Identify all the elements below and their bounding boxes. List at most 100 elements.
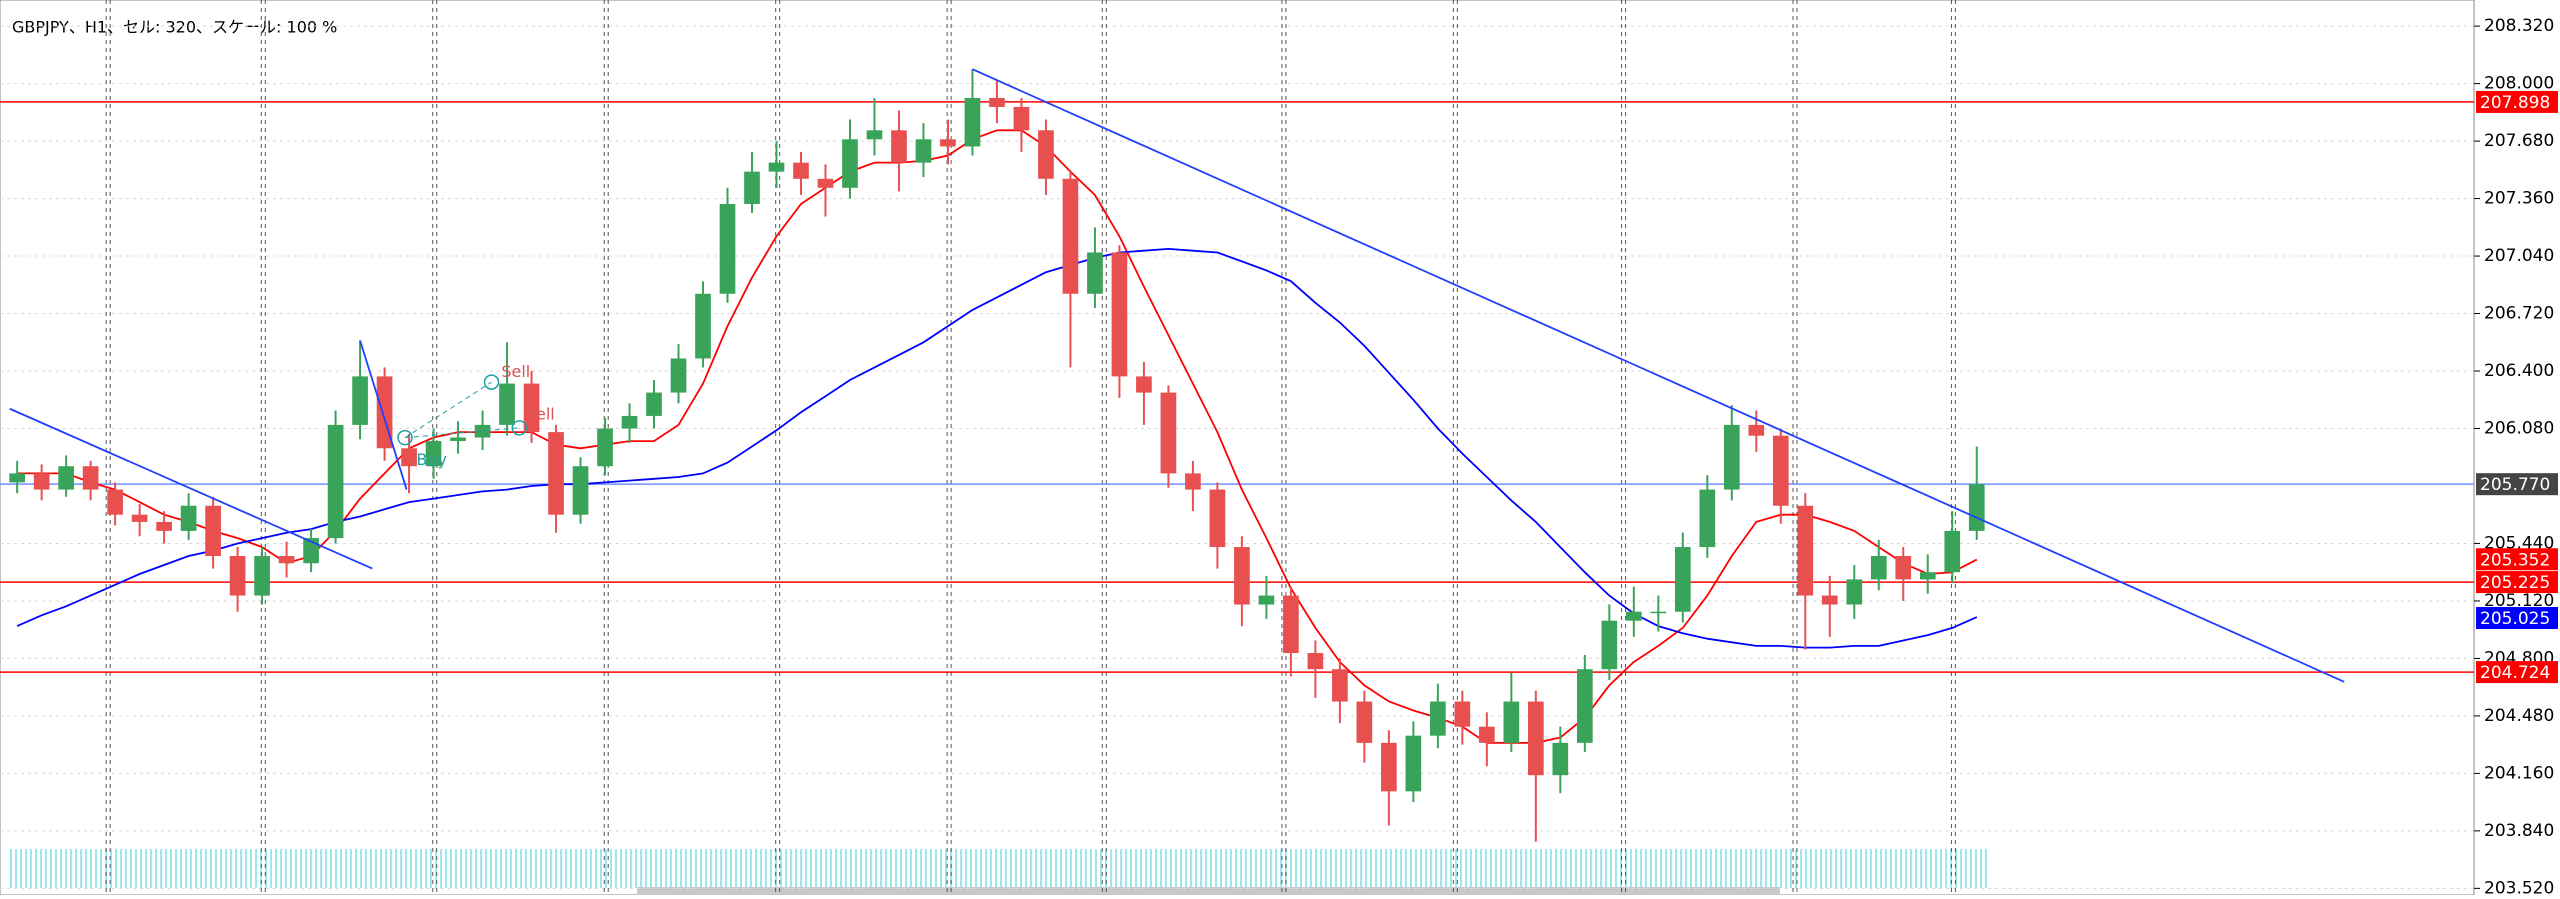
candle-body [572,466,589,515]
candle-body [1405,735,1422,792]
trade-marker [511,420,528,436]
candle-body [82,466,99,490]
candle-body [1895,556,1912,580]
candle-body [180,505,197,531]
candle-body [1552,742,1569,776]
candle-body [1846,579,1863,605]
candle-body [940,139,956,147]
candle-body [254,556,270,596]
candle-body [548,432,564,515]
y-tick-label: 203.520 [2484,878,2554,895]
candle-body [768,162,785,172]
candle-body [33,473,50,490]
price-label-box [2476,661,2558,684]
candle-body [597,428,613,467]
candle-body [719,203,736,294]
candle-body [1013,106,1030,131]
trend-line [972,68,2345,683]
candle-body [1797,505,1814,596]
candle-body [744,171,760,204]
price-label-box [2476,548,2558,571]
trade-connector [404,381,520,439]
plot-frame [0,0,2475,896]
candle-body [1723,424,1740,490]
candle-body [793,162,809,179]
candle-body [1674,547,1691,612]
y-tick-label: 208.320 [2484,16,2554,36]
scrollbar[interactable] [637,887,1780,895]
y-tick-label: 207.680 [2484,131,2554,151]
y-tick-label: 208.000 [2484,74,2554,94]
candle-body [989,97,1005,107]
candle-body [9,473,25,483]
moving-average-line [16,247,1978,649]
candle-body [1087,252,1103,294]
separator-layer [105,0,1956,895]
candle-body [229,556,246,596]
candle-body [1919,572,1936,580]
trend-line [9,407,373,570]
y-tick-label: 203.840 [2484,821,2554,841]
candle-body [278,556,295,564]
candle-body [1601,620,1618,670]
y-tick-label: 206.400 [2484,361,2554,381]
candle-body [1454,701,1471,727]
trend-line [359,340,408,490]
price-label: 205.225 [2480,573,2550,593]
candle-body [1699,489,1716,548]
candle-body [1038,130,1054,179]
candle-body [205,505,221,557]
candle-body [621,415,638,429]
candle-body [425,441,442,467]
candle-body [327,424,344,539]
candle-body [1968,484,1985,531]
candle-body [58,466,74,490]
candle-body [1821,595,1838,605]
trade-annotation: Buy [416,450,447,469]
price-label: 205.352 [2480,550,2550,570]
candle-body [1307,653,1324,670]
candle-body [156,521,172,531]
candle-body [1160,392,1177,474]
level-layer [0,101,2474,673]
candle-body [1258,595,1275,605]
price-label: 207.898 [2480,93,2550,113]
price-label: 205.770 [2480,475,2550,495]
candle-body [401,448,417,467]
candle-body [1479,726,1495,743]
candle-body [1185,473,1201,490]
candle-body [523,383,540,433]
volume-strip [8,849,1990,888]
candle-body [1111,252,1128,377]
candle-body [1870,556,1887,580]
candle-body [107,489,123,515]
trade-annotation: Sell [501,362,530,381]
candle-body [646,392,662,416]
price-label-box [2476,473,2558,496]
y-tick-label: 204.160 [2484,763,2554,783]
price-label: 205.025 [2480,609,2550,629]
candle-body [352,376,368,425]
candle-body [1283,595,1299,654]
price-label-box [2476,571,2558,594]
candle-body [866,130,883,140]
y-tick-label: 205.120 [2484,591,2554,611]
y-tick-label: 206.720 [2484,304,2554,324]
candle-body [1772,435,1789,506]
candle-body [1062,178,1079,294]
candle-body [1430,701,1446,736]
data-layer: Sell Sell Buy [9,68,2345,842]
candle-body [1748,424,1765,436]
candle-body [915,139,932,163]
trade-annotation: Sell [526,404,555,423]
candle-body [1332,669,1348,702]
candle-body [1136,376,1152,393]
candle-body [499,383,515,425]
candle-body [891,130,907,163]
y-tick-label: 207.360 [2484,189,2554,209]
candle-body [131,514,148,522]
axis-layer: 208.320 208.000 207.680 207.360 207.040 206.7… [2474,16,2558,898]
price-label: 204.724 [2480,663,2550,683]
